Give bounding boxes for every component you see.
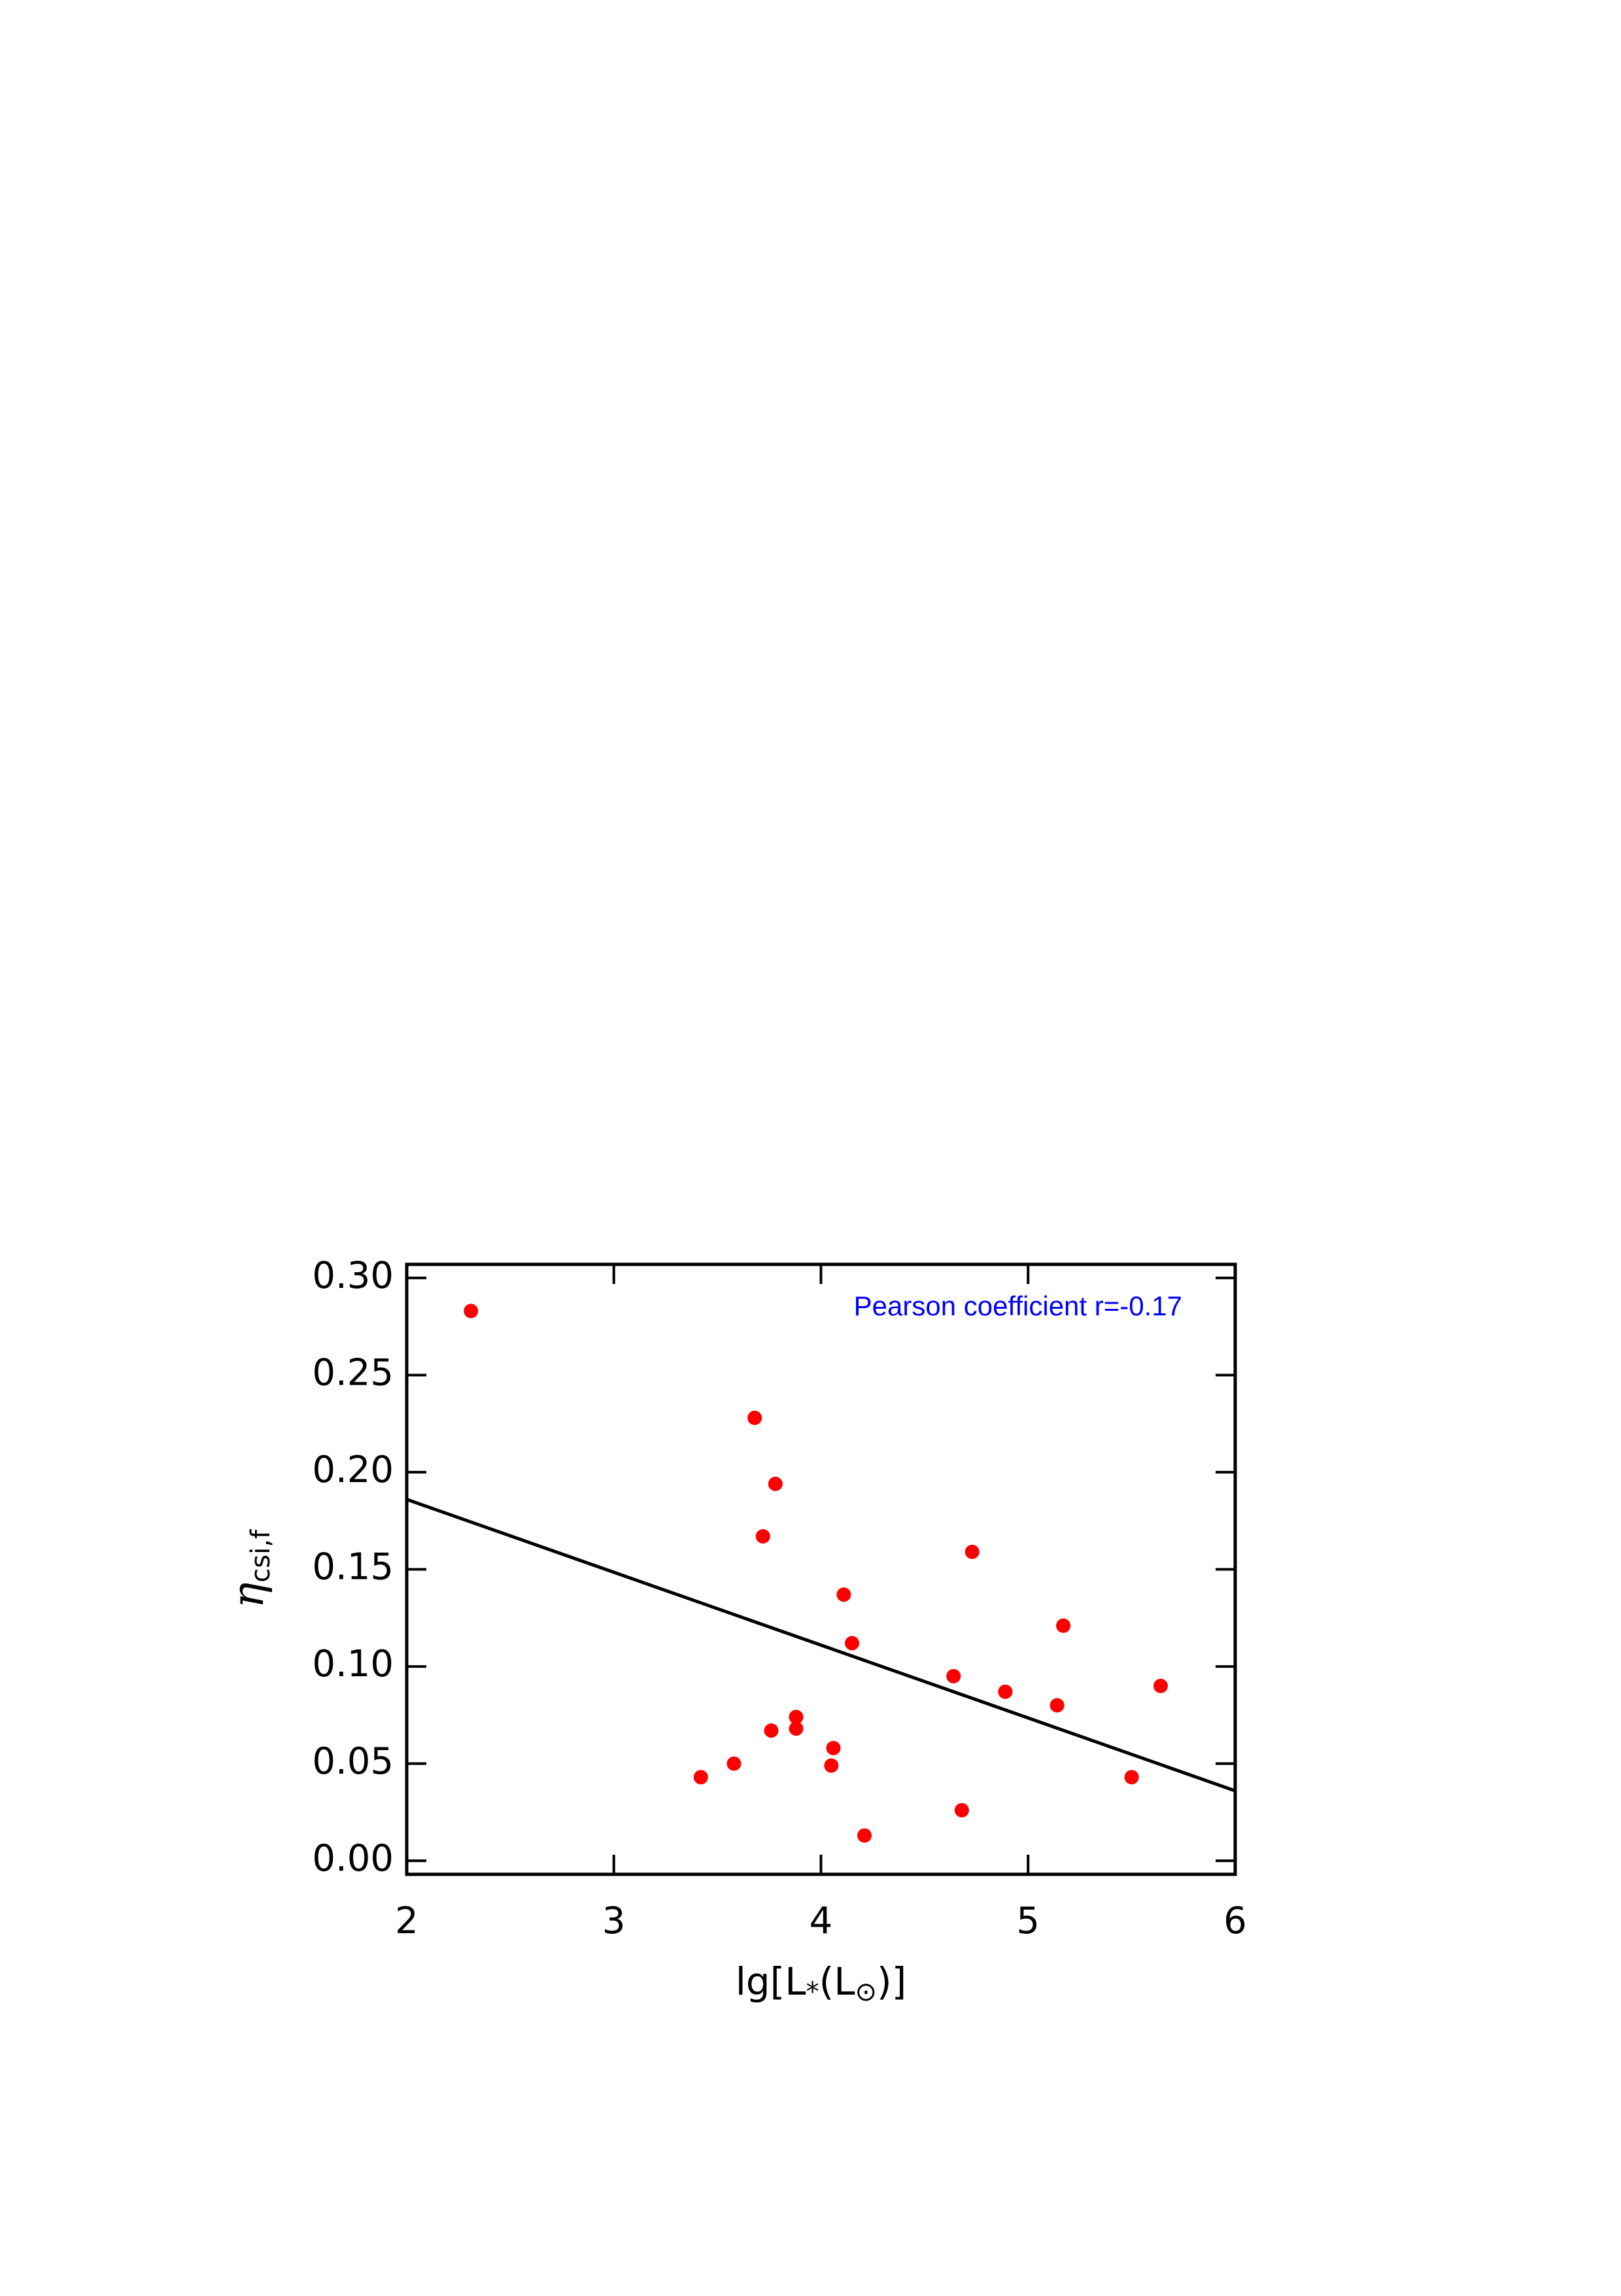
data-point <box>768 1476 783 1491</box>
data-point <box>1049 1698 1065 1713</box>
data-point <box>845 1636 860 1651</box>
data-point <box>954 1802 969 1817</box>
data-point <box>764 1723 779 1738</box>
data-point <box>1056 1618 1071 1633</box>
x-tick-label: 5 <box>1016 1900 1040 1942</box>
y-axis-label: ηcsi,f <box>223 1529 276 1608</box>
data-point <box>789 1721 804 1736</box>
data-point <box>836 1587 851 1602</box>
y-tick-label: 0.15 <box>312 1546 394 1589</box>
data-point <box>857 1828 872 1843</box>
y-label-symbol: η <box>223 1583 273 1609</box>
x-tick-label: 4 <box>810 1900 833 1942</box>
x-label-part: )] <box>877 1959 906 2004</box>
data-point <box>789 1710 804 1725</box>
x-label-part: ⊙ <box>855 1977 878 2007</box>
data-point <box>824 1758 839 1773</box>
y-tick-label: 0.00 <box>312 1837 394 1880</box>
x-axis-label: lg[L*(L⊙)] <box>736 1959 907 2007</box>
x-label-part: (L <box>819 1959 855 2004</box>
data-point <box>464 1304 479 1319</box>
y-tick-label: 0.20 <box>312 1449 394 1491</box>
y-tick-label: 0.10 <box>312 1643 394 1685</box>
data-point <box>826 1740 841 1755</box>
fit-line <box>407 1498 1235 1793</box>
plot-frame <box>405 1262 1237 1876</box>
y-tick-label: 0.30 <box>312 1255 394 1297</box>
data-point <box>1153 1678 1168 1693</box>
data-point <box>1124 1770 1139 1785</box>
x-label-part: lg[L <box>736 1959 806 2004</box>
data-point <box>946 1668 961 1683</box>
x-tick-label: 6 <box>1223 1900 1247 1942</box>
data-point <box>964 1544 980 1559</box>
x-tick-label: 3 <box>602 1900 626 1942</box>
data-point <box>998 1684 1013 1699</box>
y-label-subscript: csi,f <box>246 1529 276 1583</box>
x-tick-label: 2 <box>395 1900 418 1942</box>
y-tick-label: 0.25 <box>312 1352 394 1394</box>
annotation: Pearson coefficient r=-0.17 <box>854 1291 1182 1321</box>
data-point <box>747 1410 762 1425</box>
x-label-part: * <box>806 1977 819 2007</box>
data-point <box>726 1756 742 1771</box>
data-point <box>693 1770 708 1785</box>
y-tick-label: 0.05 <box>312 1740 394 1783</box>
data-point <box>755 1528 770 1544</box>
